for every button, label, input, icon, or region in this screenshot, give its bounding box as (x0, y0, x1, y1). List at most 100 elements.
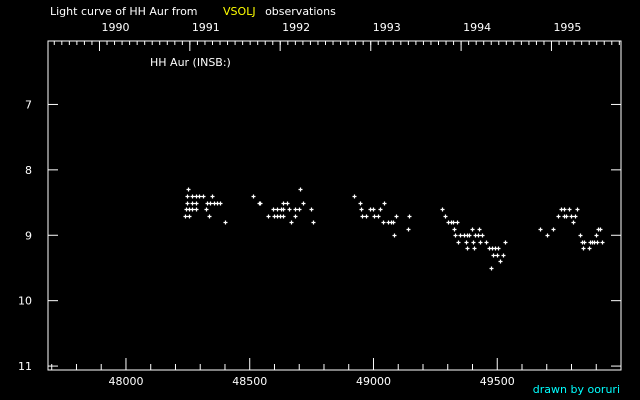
data-point (194, 207, 199, 212)
data-point (467, 233, 472, 238)
title-part-1: Light curve of HH Aur from (50, 5, 198, 18)
data-point (480, 233, 485, 238)
data-point (201, 194, 206, 199)
data-point (208, 201, 213, 206)
data-points (183, 187, 605, 271)
data-point (443, 214, 448, 219)
data-point (595, 240, 600, 245)
data-point (281, 214, 286, 219)
data-point (495, 253, 500, 258)
data-point (452, 227, 457, 232)
data-point (197, 194, 202, 199)
data-point (251, 194, 256, 199)
data-point (478, 240, 483, 245)
data-point (496, 246, 501, 251)
data-point (204, 207, 209, 212)
data-point (382, 201, 387, 206)
data-point (503, 240, 508, 245)
plot-label: HH Aur (INSB:) (150, 56, 231, 69)
year-label: 1994 (463, 21, 491, 34)
data-point (285, 201, 290, 206)
data-point (311, 220, 316, 225)
data-point (498, 259, 503, 264)
data-point (352, 194, 357, 199)
data-point (183, 214, 188, 219)
data-point (600, 240, 605, 245)
data-point (394, 214, 399, 219)
data-point (392, 233, 397, 238)
data-point (464, 240, 469, 245)
data-point (187, 214, 192, 219)
data-point (275, 207, 280, 212)
data-point (185, 194, 190, 199)
data-point (207, 214, 212, 219)
credit-label: drawn by ooruri (533, 383, 620, 396)
year-label: 1993 (373, 21, 401, 34)
x-tick-label: 49500 (480, 375, 515, 388)
data-point (451, 220, 456, 225)
data-point (501, 253, 506, 258)
data-point (358, 201, 363, 206)
data-point (289, 220, 294, 225)
data-point (293, 207, 298, 212)
data-point (569, 214, 574, 219)
data-point (477, 227, 482, 232)
data-point (581, 246, 586, 251)
data-point (293, 214, 298, 219)
data-point (440, 207, 445, 212)
data-point (258, 201, 263, 206)
data-point (598, 227, 603, 232)
data-point (372, 214, 377, 219)
data-point (484, 240, 489, 245)
title-part-3: observations (265, 5, 336, 18)
data-point (406, 227, 411, 232)
data-point (287, 207, 292, 212)
data-point (470, 227, 475, 232)
data-point (391, 220, 396, 225)
data-point (266, 214, 271, 219)
data-point (545, 233, 550, 238)
data-point (465, 246, 470, 251)
data-point (571, 220, 576, 225)
chart-title: Light curve of HH Aur from VSOLJ observa… (50, 5, 336, 18)
data-point (564, 214, 569, 219)
data-point (281, 207, 286, 212)
data-point (360, 214, 365, 219)
data-point (476, 233, 481, 238)
data-point (407, 214, 412, 219)
data-point (190, 207, 195, 212)
x-tick-label: 48500 (232, 375, 267, 388)
data-point (456, 240, 461, 245)
y-tick-label: 8 (25, 164, 32, 177)
data-point (190, 201, 195, 206)
data-point (298, 187, 303, 192)
data-point (567, 207, 572, 212)
data-point (371, 207, 376, 212)
data-point (223, 220, 228, 225)
data-point (281, 201, 286, 206)
data-point (471, 240, 476, 245)
x-tick-label: 48000 (108, 375, 143, 388)
data-point (578, 233, 583, 238)
data-point (186, 187, 191, 192)
year-label: 1995 (553, 21, 581, 34)
data-point (573, 214, 578, 219)
data-point (594, 233, 599, 238)
data-point (297, 207, 302, 212)
data-point (538, 227, 543, 232)
x-tick-label: 49000 (356, 375, 391, 388)
data-point (271, 207, 276, 212)
data-point (301, 201, 306, 206)
year-label: 1990 (101, 21, 129, 34)
data-point (309, 207, 314, 212)
data-point (378, 207, 383, 212)
data-point (453, 233, 458, 238)
data-point (575, 207, 580, 212)
data-point (190, 194, 195, 199)
data-point (562, 207, 567, 212)
y-tick-label: 7 (25, 98, 32, 111)
data-point (582, 240, 587, 245)
data-point (364, 214, 369, 219)
